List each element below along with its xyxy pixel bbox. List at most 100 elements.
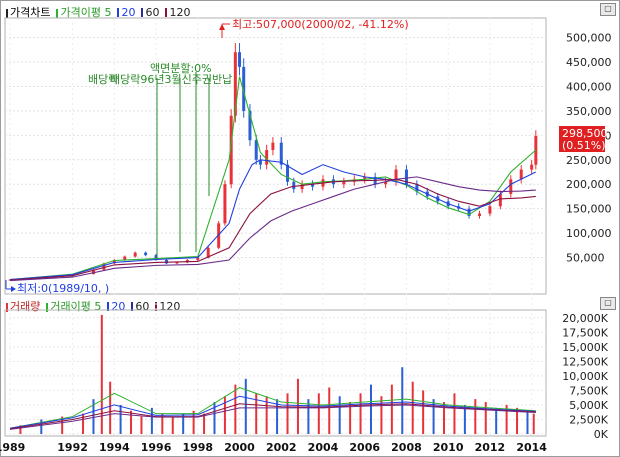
- price-candle: [206, 247, 210, 258]
- x-tick-label: 1992: [57, 441, 88, 454]
- volume-y-tick-label: 10,000K: [562, 370, 608, 383]
- volume-bar: [109, 381, 112, 434]
- price-candle: [254, 140, 258, 160]
- current-price: 298,500: [562, 127, 608, 140]
- volume-bar: [130, 410, 133, 434]
- price-candle: [286, 164, 290, 182]
- volume-bar: [484, 402, 487, 434]
- volume-bar: [516, 407, 519, 434]
- price-candle: [265, 150, 269, 165]
- volume-bar: [19, 425, 22, 434]
- price-ma-legend[interactable]: 가격이평 5: [56, 4, 111, 20]
- x-tick-label: 2006: [349, 441, 380, 454]
- x-tick-label: 2008: [391, 441, 422, 454]
- volume-ma-line: [9, 403, 536, 430]
- price-ma20-label: 20: [121, 5, 136, 19]
- high-arrow-icon: [219, 24, 225, 30]
- volume-bar: [349, 402, 352, 434]
- volume-bar: [401, 367, 404, 434]
- volume-bar: [286, 393, 289, 434]
- x-tick-label: 2014: [516, 441, 547, 454]
- volume-ma20-legend[interactable]: 20: [107, 300, 125, 313]
- price-chart-label: 가격차트: [10, 6, 51, 19]
- volume-bar: [244, 378, 247, 434]
- volume-bar: [380, 396, 383, 434]
- price-y-tick-label: 250,000: [566, 154, 612, 167]
- volume-bar: [265, 396, 268, 434]
- price-candle: [248, 110, 252, 141]
- x-tick-label: 2010: [433, 441, 464, 454]
- volume-bar: [100, 314, 103, 434]
- volume-ma-line: [9, 395, 536, 429]
- price-candle: [384, 181, 388, 185]
- price-candle: [242, 66, 246, 111]
- price-gridlines: [5, 18, 546, 436]
- price-ma-line: [9, 76, 537, 281]
- high-annotation: 최고:507,000(2000/02, -41.12%): [219, 18, 409, 38]
- price-candle: [238, 52, 242, 67]
- volume-bar: [390, 384, 393, 434]
- price-legend: 가격차트 가격이평 5 20 60 120: [6, 4, 190, 20]
- volume-bar: [432, 399, 435, 434]
- volume-bar: [443, 402, 446, 434]
- volume-bar: [61, 416, 64, 434]
- volume-ma-line: [9, 386, 536, 429]
- volume-y-tick-label: 7,500K: [569, 384, 608, 397]
- price-candle: [196, 257, 200, 260]
- price-ma60-legend[interactable]: 60: [141, 6, 159, 19]
- volume-bar: [82, 413, 85, 434]
- price-panel: [4, 17, 547, 295]
- volume-panel-resize-icon[interactable]: ▢: [600, 297, 616, 310]
- price-chart-legend[interactable]: 가격차트: [6, 4, 50, 20]
- dividend-overlap-label: 배당락96년3월신주권반납: [110, 73, 232, 86]
- volume-bar: [526, 410, 529, 434]
- volume-bars: [19, 314, 535, 434]
- price-candle: [233, 52, 237, 116]
- volume-y-tick-label: 17,500K: [562, 326, 608, 339]
- volume-ma60-label: 60: [135, 299, 150, 313]
- price-candle: [144, 252, 148, 256]
- volume-bar: [171, 416, 174, 434]
- price-candle: [223, 184, 227, 224]
- volume-y-tick-label: 0K: [594, 428, 609, 441]
- price-candle: [123, 256, 127, 260]
- price-y-tick-label: 350,000: [566, 105, 612, 118]
- price-y-tick-label: 450,000: [566, 56, 612, 69]
- volume-y-tick-label: 15,000K: [562, 341, 608, 354]
- x-tick-label: 1998: [182, 441, 213, 454]
- volume-bar: [40, 419, 43, 434]
- volume-bar: [192, 410, 195, 434]
- price-candle: [154, 255, 158, 260]
- price-panel-resize-icon[interactable]: ▢: [600, 3, 616, 16]
- volume-ma120-label: 120: [159, 299, 181, 313]
- volume-ma20-label: 20: [111, 299, 126, 313]
- price-candle: [292, 181, 296, 190]
- volume-bar: [307, 399, 310, 434]
- price-moving-averages: [9, 76, 537, 282]
- volume-ma60-legend[interactable]: 60: [131, 300, 149, 313]
- price-ma-line: [9, 159, 537, 281]
- volume-bar: [276, 399, 279, 434]
- price-ma20-legend[interactable]: 20: [117, 6, 135, 19]
- x-tick-label: 2012: [475, 441, 506, 454]
- price-ma120-legend[interactable]: 120: [165, 6, 190, 19]
- volume-ma-line: [9, 404, 536, 430]
- price-y-tick-label: 400,000: [566, 80, 612, 93]
- price-candle: [175, 262, 179, 264]
- price-ma120-label: 120: [169, 5, 191, 19]
- split-label: 액면분할:0%: [150, 62, 212, 75]
- volume-bar: [92, 399, 95, 434]
- volume-bar: [223, 396, 226, 434]
- price-candle: [530, 164, 534, 170]
- volume-bar: [317, 393, 320, 434]
- price-candle: [229, 115, 233, 185]
- volume-moving-averages: [9, 386, 536, 430]
- volume-bar: [453, 393, 456, 434]
- price-y-tick-label: 50,000: [566, 252, 605, 265]
- price-candle: [300, 184, 304, 190]
- volume-ma120-legend[interactable]: 120: [155, 300, 180, 313]
- price-y-tick-label: 200,000: [566, 178, 612, 191]
- price-candle: [133, 252, 137, 257]
